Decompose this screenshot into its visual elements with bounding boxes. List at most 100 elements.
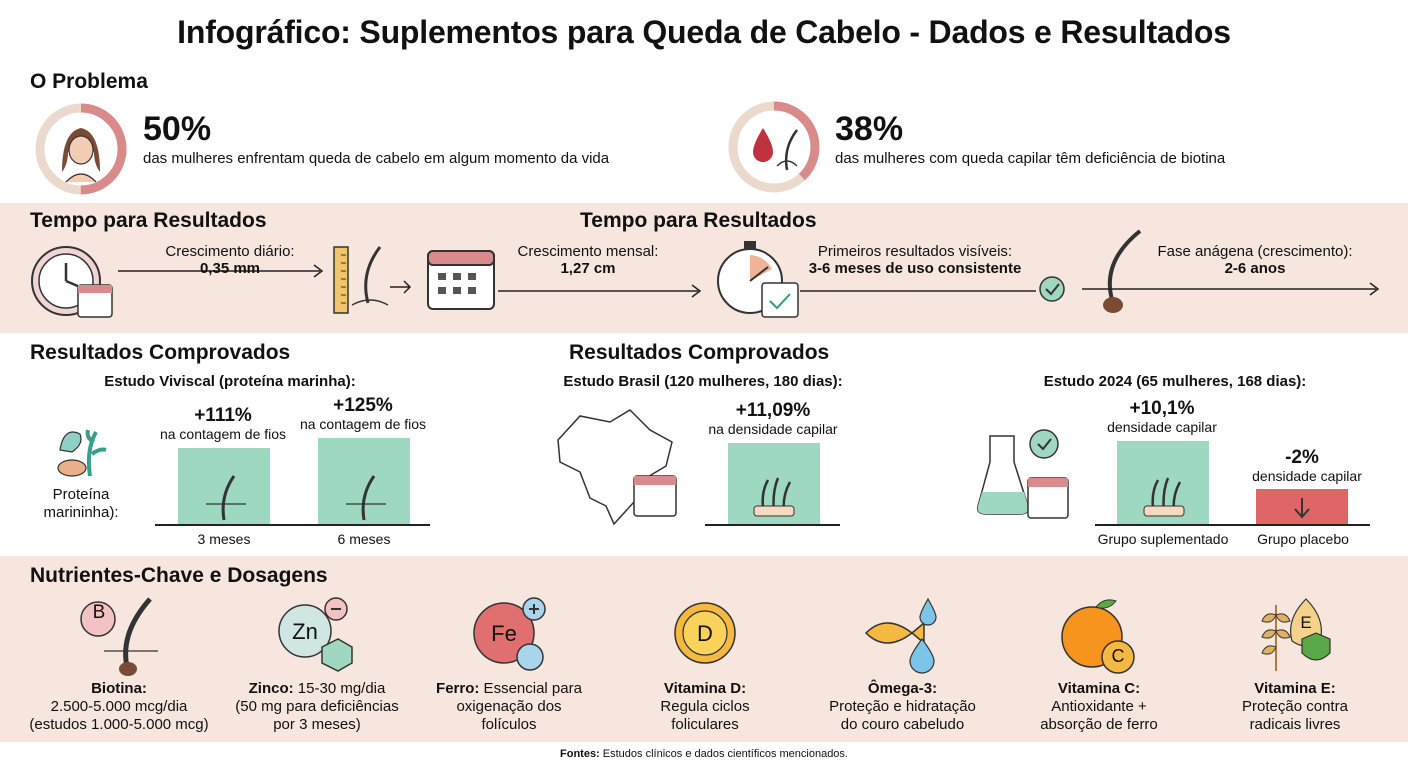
nutrient-name: Ferro:	[436, 680, 480, 697]
nutrient-line2: (50 mg para deficiências	[235, 698, 399, 715]
viviscal-title: Estudo Viviscal (proteína marinha):	[104, 373, 356, 390]
daily-growth-value: 0,35 mm	[199, 260, 261, 277]
nutrient-name: Zinco:	[248, 680, 294, 697]
vitamin-e-icon-letter: E	[1300, 613, 1312, 632]
nutrient-iron: Ferro: Essencial para oxigenação dos fol…	[414, 680, 604, 734]
study2024-bar-icons	[1143, 477, 1310, 519]
vitamin-d-icon-letter: D	[697, 621, 713, 646]
sources-footer: Fontes: Estudos clínicos e dados científ…	[0, 748, 1408, 760]
daily-growth-label: Crescimento diário:	[165, 243, 295, 260]
study2024-axis	[1095, 524, 1370, 526]
stat1-text: das mulheres enfrentam queda de cabelo e…	[143, 150, 610, 167]
check-circle-icon	[1039, 276, 1065, 302]
nutrient-line2: 2.500-5.000 mcg/dia	[50, 698, 188, 715]
monthly-growth-value: 1,27 cm	[560, 260, 616, 277]
nutrient-line3: radicais livres	[1249, 716, 1341, 733]
ruler-icon	[333, 246, 349, 314]
vitamin-e-icon	[1261, 598, 1331, 671]
problem-heading: O Problema	[30, 70, 148, 93]
stat1-value: 50%	[143, 110, 212, 148]
sources-text: Estudos clínicos e dados científicos men…	[599, 748, 848, 760]
nutrient-name: Ômega-3:	[867, 680, 938, 697]
vitamin-d-icon	[674, 602, 736, 664]
marine-protein-label-2: marininha):	[43, 504, 119, 521]
results-heading-right: Resultados Comprovados	[569, 341, 830, 364]
results-heading-left: Resultados Comprovados	[30, 341, 291, 364]
nutrient-line3: (estudos 1.000-5.000 mcg)	[29, 716, 209, 733]
marine-protein-label-1: Proteína	[52, 486, 110, 503]
study2024-title: Estudo 2024 (65 mulheres, 168 dias):	[1043, 373, 1307, 390]
nutrient-line2: oxigenação dos	[456, 698, 562, 715]
calendar-icon	[427, 250, 495, 310]
nutrient-line3: por 3 meses)	[273, 716, 361, 733]
zinc-icon-letters: Zn	[292, 619, 318, 644]
timeline-heading-left: Tempo para Resultados	[30, 209, 267, 232]
nutrient-line2: Proteção contra	[1242, 698, 1348, 715]
study2024-bar2-sub: densidade capilar	[1252, 468, 1362, 484]
page-title: Infográfico: Suplementos para Queda de C…	[177, 14, 1231, 50]
nutrient-biotin: Biotina: 2.500-5.000 mcg/dia (estudos 1.…	[24, 680, 214, 734]
nutrient-vitamin-e: Vitamina E: Proteção contra radicais liv…	[1200, 680, 1390, 734]
brasil-bar-sub: na densidade capilar	[708, 421, 838, 437]
vitamin-c-icon-letter: C	[1111, 646, 1125, 666]
stat2-value: 38%	[835, 110, 904, 148]
iron-icon-letters: Fe	[491, 621, 517, 646]
woman-ring-icon	[34, 102, 128, 196]
follicle-icon-brasil	[753, 477, 795, 517]
study2024-xlabel-1: Grupo suplementado	[1097, 531, 1229, 547]
viviscal-bar2-sub: na contagem de fios	[299, 416, 427, 432]
nutrient-name: Vitamina D:	[663, 680, 747, 697]
follicle-icons-viviscal	[206, 475, 386, 521]
nutrient-name: Biotina:	[91, 680, 147, 697]
first-results-value: 3-6 meses de uso consistente	[808, 260, 1022, 277]
study2024-bar1-sub: densidade capilar	[1107, 419, 1217, 435]
nutrient-line2: Proteção e hidratação	[829, 698, 976, 715]
vitamin-c-icon	[1061, 599, 1135, 674]
viviscal-xlabel-1: 3 meses	[197, 531, 251, 547]
nutrient-line3: absorção de ferro	[1040, 716, 1158, 733]
biotin-icon-letter: B	[92, 602, 106, 623]
nutrient-line2: Antioxidante +	[1051, 698, 1147, 715]
nutrient-line1: 15-30 mg/dia	[293, 680, 386, 697]
nutrient-line2: Regula ciclos	[660, 698, 750, 715]
anagen-label: Fase anágena (crescimento):	[1157, 243, 1353, 260]
viviscal-xlabel-2: 6 meses	[337, 531, 391, 547]
iron-icon	[473, 597, 546, 671]
viviscal-bar2-value: +125%	[333, 395, 393, 416]
nutrient-line3: foliculares	[671, 716, 739, 733]
study2024-xlabel-2: Grupo placebo	[1257, 531, 1349, 547]
study2024-bar2-value: -2%	[1285, 447, 1319, 468]
nutrient-omega3: Ômega-3: Proteção e hidratação do couro …	[800, 680, 1005, 734]
nutrient-line3: folículos	[481, 716, 537, 733]
anagen-value: 2-6 anos	[1224, 260, 1286, 277]
nutrients-heading: Nutrientes-Chave e Dosagens	[30, 564, 328, 587]
stat2-text: das mulheres com queda capilar têm defic…	[835, 150, 1226, 167]
nutrient-line3: do couro cabeludo	[840, 716, 965, 733]
calendar-check-icon	[761, 282, 799, 318]
brasil-axis	[705, 524, 840, 526]
omega3-icon	[864, 597, 937, 674]
calendar-small-icon-1	[77, 284, 113, 318]
zinc-icon	[278, 597, 353, 672]
nutrient-vitamin-d: Vitamina D: Regula ciclos foliculares	[610, 680, 800, 734]
timeline-band	[0, 203, 1408, 333]
timeline-graphics	[31, 229, 1380, 318]
brazil-map-icon	[557, 409, 677, 526]
viviscal-bar1-sub: na contagem de fios	[159, 426, 287, 442]
nutrient-name: Vitamina E:	[1254, 680, 1336, 697]
nutrient-icons	[80, 597, 1331, 676]
lab-flask-icon	[976, 429, 1069, 519]
sources-label: Fontes:	[560, 748, 600, 760]
study2024-bar1-value: +10,1%	[1129, 398, 1195, 419]
nutrient-line1: Essencial para	[479, 680, 582, 697]
monthly-growth-label: Crescimento mensal:	[517, 243, 659, 260]
viviscal-bar1-value: +111%	[194, 405, 252, 426]
first-results-label: Primeiros resultados visíveis:	[817, 243, 1013, 260]
nutrient-vitamin-c: Vitamina C: Antioxidante + absorção de f…	[1004, 680, 1194, 734]
brasil-bar-value: +11,09%	[735, 400, 811, 421]
viviscal-axis	[155, 524, 430, 526]
nutrient-zinc: Zinco: 15-30 mg/dia (50 mg para deficiên…	[222, 680, 412, 734]
brasil-title: Estudo Brasil (120 mulheres, 180 dias):	[563, 373, 843, 390]
marine-protein-icon	[57, 429, 107, 477]
biotin-icon	[80, 597, 158, 676]
